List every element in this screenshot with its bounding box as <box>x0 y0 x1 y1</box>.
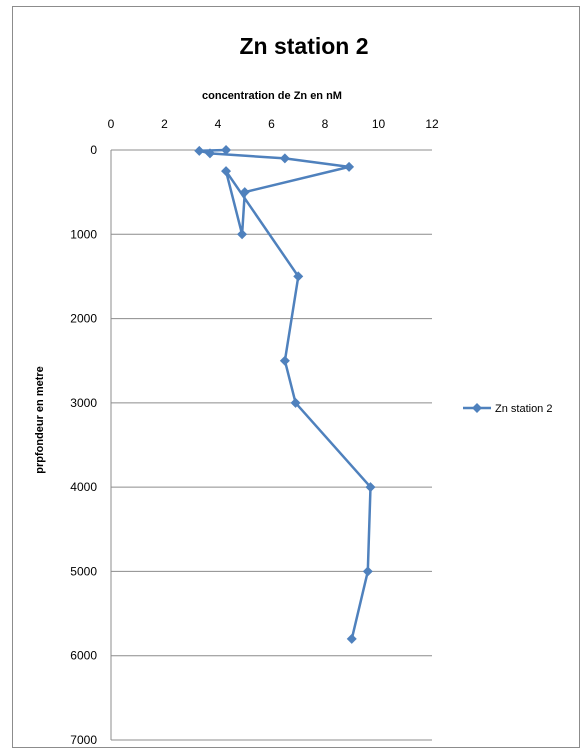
series-line <box>198 148 372 640</box>
y-tick-label: 0 <box>90 143 97 157</box>
data-point-12 <box>362 566 373 577</box>
data-point-4 <box>344 161 355 172</box>
data-point-8 <box>293 271 304 282</box>
data-point-5 <box>239 187 250 198</box>
x-tick-label: 12 <box>425 117 439 131</box>
legend: Zn station 2 <box>463 403 552 415</box>
chart-area: Zn station 2 concentration de Zn en nM p… <box>12 6 580 748</box>
x-axis-title: concentration de Zn en nM <box>202 90 342 102</box>
data-point-13 <box>346 633 357 644</box>
data-point-1 <box>194 145 205 156</box>
series-zn-station-2 <box>194 145 376 644</box>
data-point-9 <box>279 355 290 366</box>
x-tick-label: 6 <box>268 117 275 131</box>
data-point-6 <box>237 229 248 240</box>
x-tick-labels: 0 2 4 6 8 10 12 <box>108 117 439 131</box>
data-point-0 <box>221 145 232 155</box>
legend-label: Zn station 2 <box>495 403 552 415</box>
y-tick-label: 5000 <box>70 564 97 578</box>
gridlines <box>110 149 432 741</box>
data-point-7 <box>221 166 232 177</box>
x-tick-label: 0 <box>108 117 115 131</box>
chart-svg: Zn station 2 concentration de Zn en nM p… <box>34 33 552 747</box>
data-point-11 <box>365 482 376 493</box>
chart-title: Zn station 2 <box>239 33 368 59</box>
data-point-2 <box>204 148 215 159</box>
x-tick-label: 10 <box>372 117 386 131</box>
data-point-10 <box>290 397 301 408</box>
y-tick-label: 7000 <box>70 733 97 747</box>
y-tick-label: 6000 <box>70 649 97 663</box>
y-tick-labels: 0 1000 2000 3000 4000 5000 6000 7000 <box>70 143 97 747</box>
x-tick-label: 8 <box>322 117 329 131</box>
legend-marker <box>472 403 482 413</box>
y-tick-label: 1000 <box>70 227 97 241</box>
y-tick-label: 2000 <box>70 312 97 326</box>
y-tick-label: 3000 <box>70 396 97 410</box>
x-tick-label: 4 <box>215 117 222 131</box>
y-axis-title: prpfondeur en metre <box>34 366 46 474</box>
data-point-3 <box>279 153 290 164</box>
x-tick-label: 2 <box>161 117 168 131</box>
y-tick-label: 4000 <box>70 480 97 494</box>
y-axis-title-group: prpfondeur en metre <box>34 366 46 474</box>
